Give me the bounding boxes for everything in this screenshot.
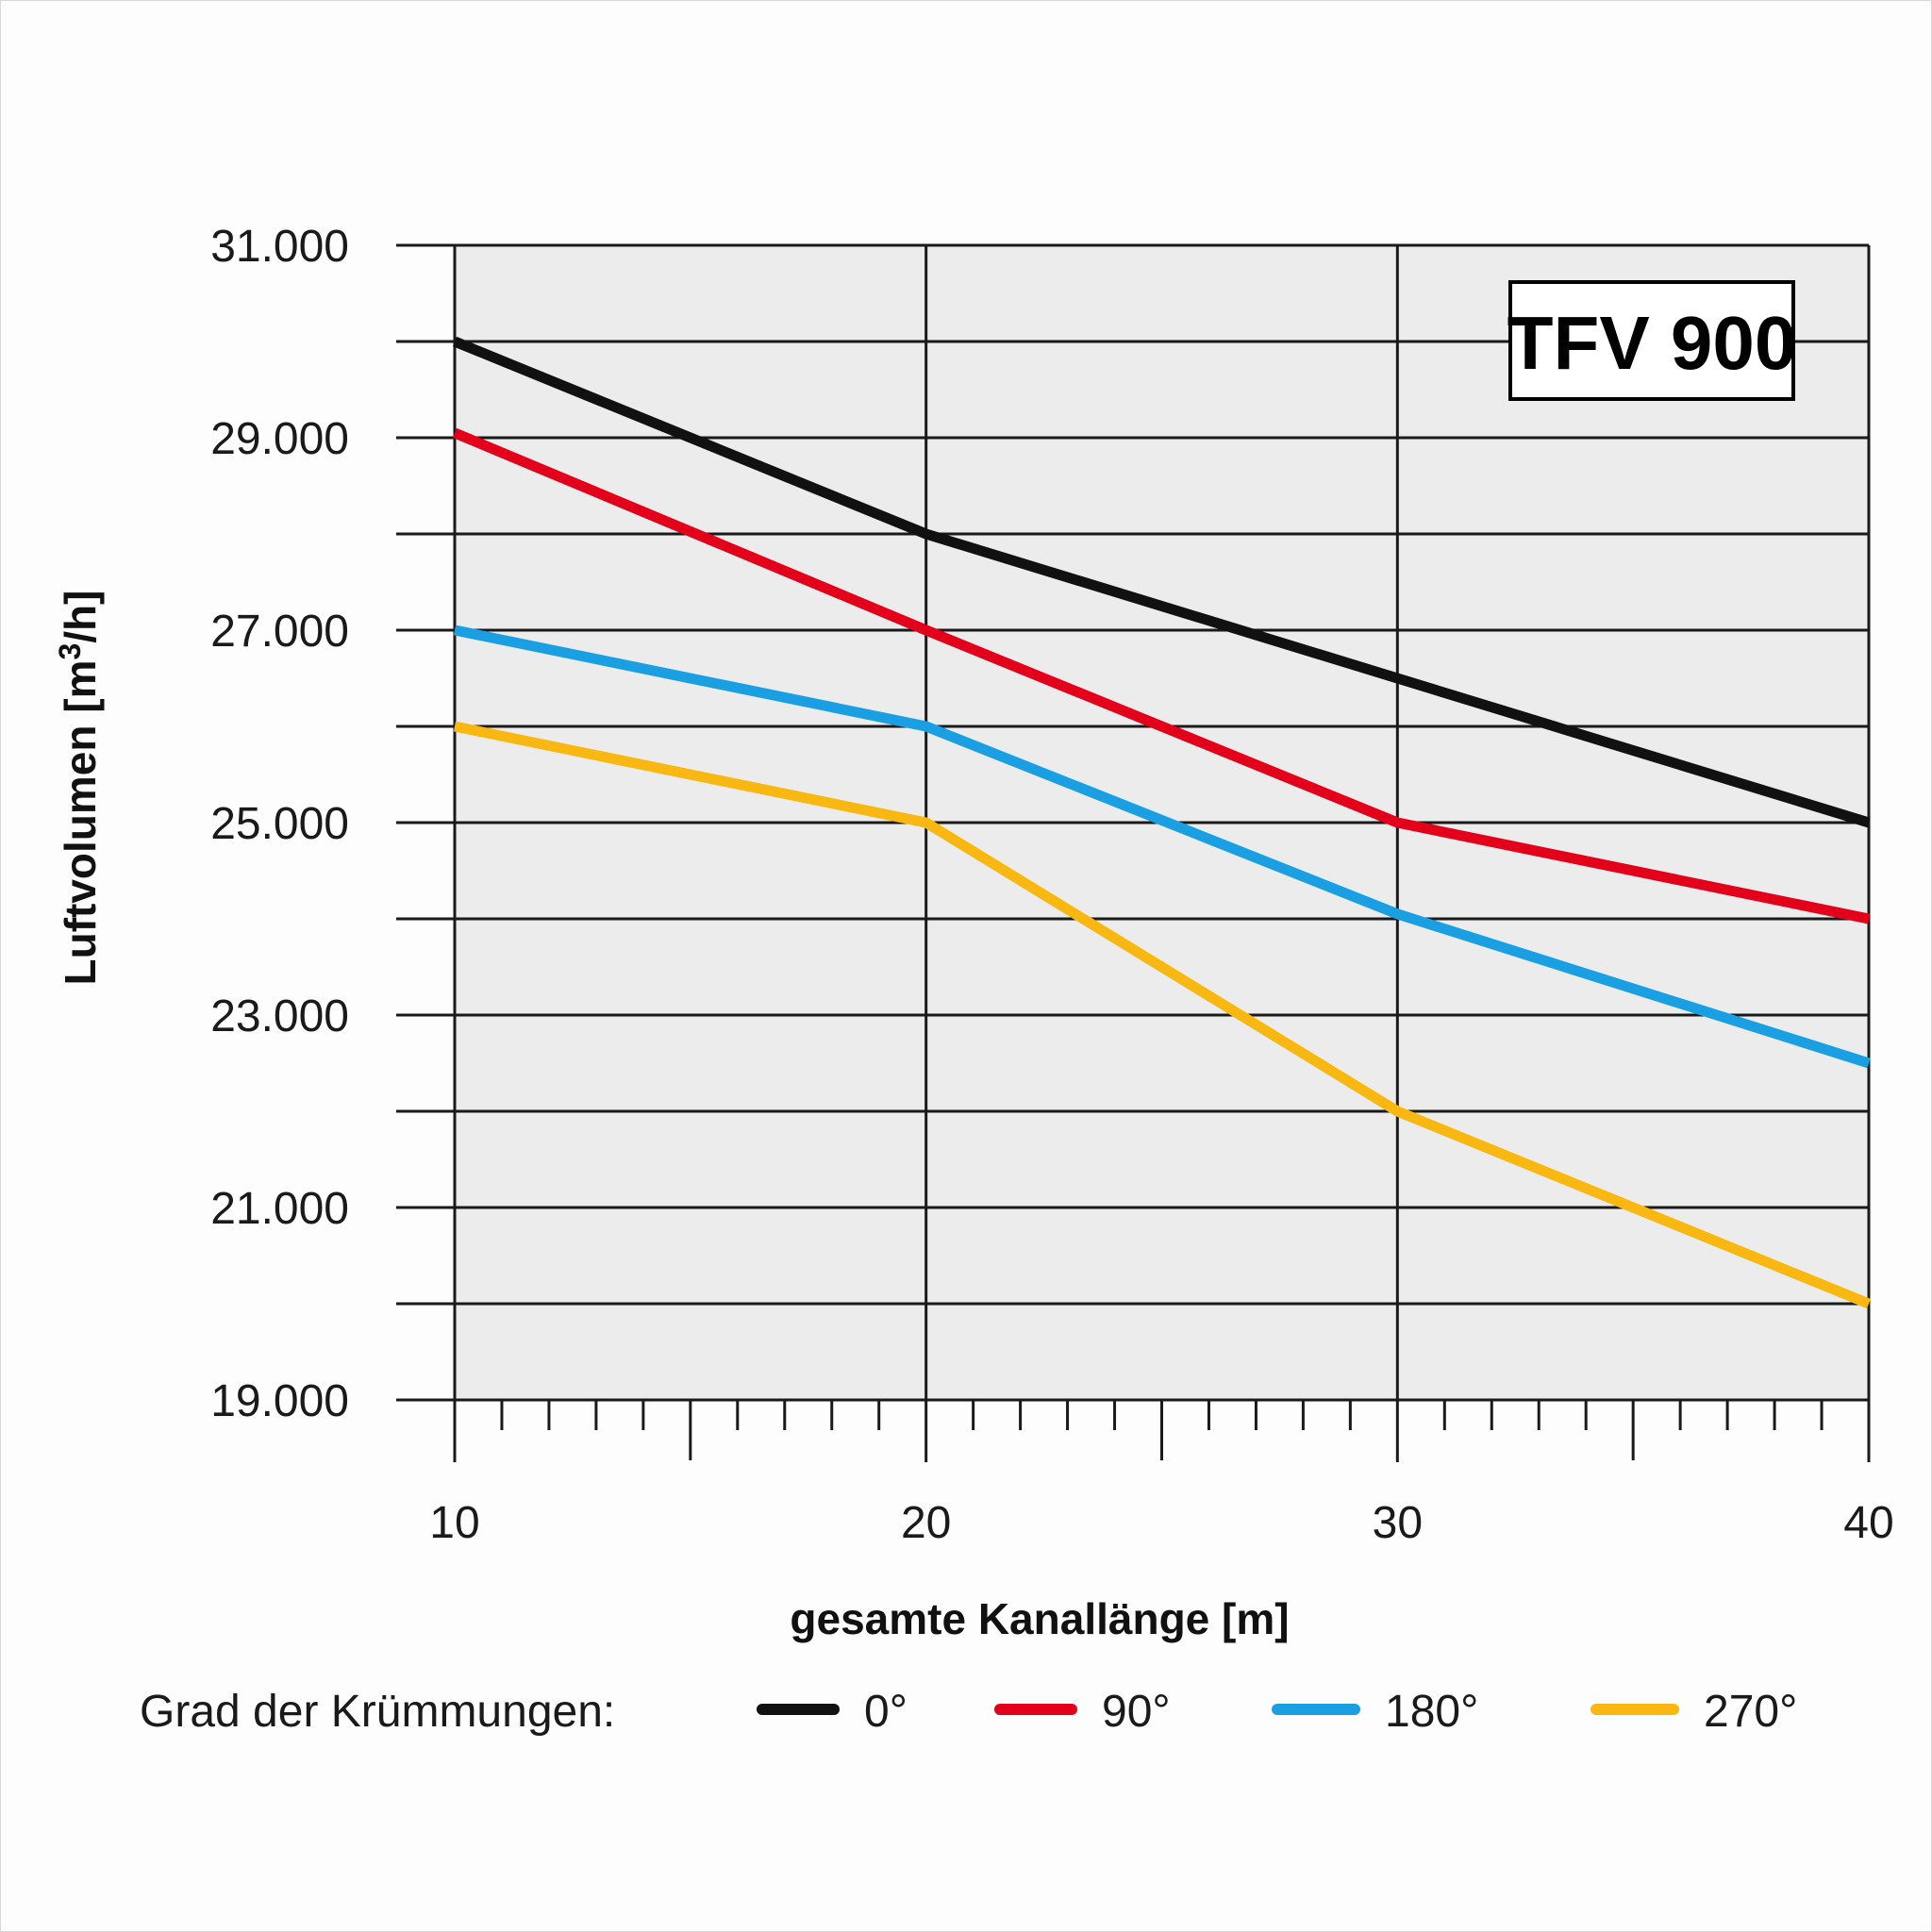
series-lines xyxy=(452,336,1872,1309)
legend-label: 180° xyxy=(1385,1687,1478,1737)
y-axis-title-end: /h] xyxy=(56,591,105,643)
legend: Grad der Krümmungen: 0° 90° 180° 270° xyxy=(140,1687,1797,1737)
y-axis-title: Luftvolumen [m3/h] xyxy=(53,591,105,986)
y-tick-label: 29.000 xyxy=(210,414,349,464)
legend-title: Grad der Krümmungen: xyxy=(140,1687,615,1737)
legend-label: 0° xyxy=(864,1687,908,1737)
x-tick-label: 10 xyxy=(429,1498,479,1548)
legend-label: 270° xyxy=(1704,1687,1797,1737)
y-axis-title-main: Luftvolumen [m xyxy=(56,660,105,986)
x-tick-label: 30 xyxy=(1373,1498,1423,1548)
series-line-3 xyxy=(453,721,1872,1309)
y-axis-tick-labels: 19.000 21.000 23.000 25.000 27.000 29.000 31.0… xyxy=(210,222,349,1426)
title-box: TFV 900 xyxy=(1507,280,1797,401)
y-tick-label: 19.000 xyxy=(210,1376,349,1426)
series-line-1 xyxy=(452,427,1871,924)
x-axis-title: gesamte Kanallänge [m] xyxy=(790,1594,1289,1643)
legend-label: 90° xyxy=(1102,1687,1171,1737)
y-tick-label: 27.000 xyxy=(210,607,349,657)
chart-title: TFV 900 xyxy=(1507,301,1797,385)
y-tick-label: 31.000 xyxy=(210,222,349,272)
x-axis-ticks xyxy=(453,1400,1871,1462)
x-tick-label: 40 xyxy=(1843,1498,1893,1548)
y-axis-title-superscript: 3 xyxy=(53,643,87,660)
y-tick-label: 23.000 xyxy=(210,991,349,1041)
x-axis-tick-labels: 10 20 30 40 xyxy=(429,1498,1893,1548)
y-tick-label: 21.000 xyxy=(210,1184,349,1234)
series-line-0 xyxy=(452,336,1871,828)
series-line-2 xyxy=(453,625,1871,1069)
x-tick-label: 20 xyxy=(901,1498,951,1548)
y-tick-label: 25.000 xyxy=(210,799,349,849)
